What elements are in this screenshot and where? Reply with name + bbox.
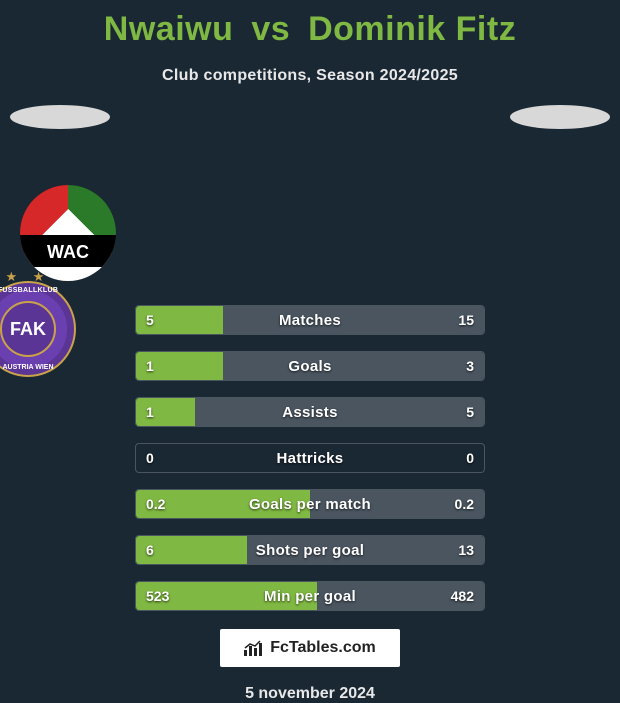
club-badge-right: ★ ★ FUSSBALLKLUB FAK AUSTRIA WIEN <box>0 281 76 377</box>
vs-text: vs <box>251 10 290 48</box>
stat-label: Assists <box>136 398 484 426</box>
shadow-ellipse-right <box>510 105 610 129</box>
badge-stars: ★ ★ <box>0 269 74 285</box>
stat-row: 515Matches <box>135 305 485 335</box>
brand-text: FcTables.com <box>270 639 376 657</box>
fctables-logo: FcTables.com <box>220 629 400 667</box>
stats-panel: WAC ★ ★ FUSSBALLKLUB FAK AUSTRIA WIEN 51… <box>0 113 620 611</box>
stat-label: Min per goal <box>136 582 484 610</box>
club-badge-left: WAC <box>20 185 116 281</box>
subtitle: Club competitions, Season 2024/2025 <box>0 67 620 85</box>
badge-inner: FAK <box>0 301 56 357</box>
date-text: 5 november 2024 <box>0 685 620 703</box>
stat-row: 0.20.2Goals per match <box>135 489 485 519</box>
stat-row: 613Shots per goal <box>135 535 485 565</box>
stat-row: 13Goals <box>135 351 485 381</box>
stat-label: Hattricks <box>136 444 484 472</box>
stat-bars: 515Matches 13Goals 15Assists 00Hattricks 0.2… <box>135 305 485 611</box>
stat-label: Goals per match <box>136 490 484 518</box>
stat-label: Shots per goal <box>136 536 484 564</box>
comparison-title: Nwaiwu vs Dominik Fitz <box>0 0 620 49</box>
stat-row: 523482Min per goal <box>135 581 485 611</box>
player1-name: Nwaiwu <box>104 10 234 48</box>
stat-row: 15Assists <box>135 397 485 427</box>
stat-label: Matches <box>136 306 484 334</box>
player2-name: Dominik Fitz <box>308 10 516 48</box>
badge-ring-bottom: AUSTRIA WIEN <box>0 364 74 371</box>
badge-ring-top: FUSSBALLKLUB <box>0 287 74 294</box>
shadow-ellipse-left <box>10 105 110 129</box>
wac-label: WAC <box>20 242 116 263</box>
stat-label: Goals <box>136 352 484 380</box>
stat-row: 00Hattricks <box>135 443 485 473</box>
chart-icon <box>244 640 264 656</box>
